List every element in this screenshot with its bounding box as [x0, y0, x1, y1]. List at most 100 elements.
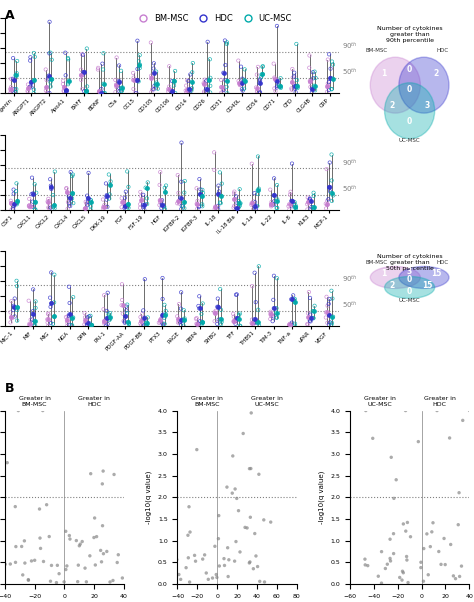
Point	[60, 82, 68, 92]
Point	[184, 76, 192, 85]
Point	[137, 320, 145, 330]
Point	[43, 82, 51, 92]
Point	[247, 200, 255, 209]
Point	[325, 49, 333, 59]
Point	[63, 87, 70, 97]
Point	[216, 197, 224, 207]
Point	[102, 179, 110, 188]
Point	[271, 73, 278, 82]
Point	[69, 170, 77, 179]
Point	[206, 54, 214, 64]
Point	[7, 318, 14, 327]
Point	[237, 78, 245, 88]
Point	[64, 79, 72, 89]
Point	[137, 317, 145, 326]
Point	[179, 202, 187, 211]
Point	[83, 86, 91, 96]
Text: 1: 1	[381, 69, 386, 78]
Point	[29, 197, 36, 206]
Point	[99, 64, 107, 74]
Point	[154, 84, 162, 93]
Point	[137, 317, 145, 326]
Point	[12, 87, 19, 97]
Point	[44, 318, 51, 327]
Point	[115, 61, 123, 70]
Point	[218, 191, 225, 200]
Point	[162, 187, 169, 197]
Point	[310, 82, 318, 92]
Point	[236, 80, 244, 90]
Point	[193, 319, 201, 329]
Point	[291, 81, 299, 91]
Point	[159, 310, 166, 320]
Point	[29, 318, 37, 328]
Point	[328, 84, 335, 94]
Point	[121, 202, 129, 211]
Point	[111, 75, 119, 85]
Point	[327, 73, 334, 82]
Point	[48, 75, 56, 84]
Point	[82, 203, 90, 213]
Point	[199, 299, 207, 308]
Text: Number of cytokines
greater than
50th percentile: Number of cytokines greater than 50th pe…	[377, 254, 442, 271]
Point	[64, 204, 72, 214]
Point	[199, 317, 207, 327]
Point	[237, 199, 244, 208]
Point	[82, 315, 90, 324]
Point	[68, 321, 75, 330]
Point	[43, 500, 50, 509]
Point	[99, 59, 106, 69]
Point	[188, 85, 195, 95]
Point	[241, 75, 248, 85]
Point	[306, 78, 314, 87]
Point	[267, 308, 274, 318]
Point	[310, 306, 318, 316]
Point	[101, 202, 109, 212]
Point	[85, 168, 92, 178]
Point	[64, 78, 72, 87]
Point	[178, 315, 185, 325]
Point	[82, 87, 90, 96]
Point	[216, 167, 224, 177]
Point	[46, 49, 53, 58]
Point	[26, 194, 33, 203]
Point	[235, 196, 243, 206]
Point	[236, 309, 244, 318]
Point	[223, 37, 231, 47]
Point	[171, 76, 178, 86]
Point	[230, 201, 238, 211]
Point	[289, 294, 296, 304]
Point	[201, 550, 209, 560]
Point	[211, 317, 219, 326]
Point	[211, 308, 219, 318]
Point	[252, 551, 260, 561]
Point	[8, 199, 16, 208]
Point	[323, 82, 331, 92]
Point	[29, 188, 36, 198]
Point	[201, 79, 208, 88]
Point	[311, 67, 319, 76]
Point	[83, 320, 91, 330]
Point	[51, 167, 59, 176]
Point	[288, 85, 296, 95]
Point	[161, 319, 168, 329]
Point	[213, 302, 221, 312]
Point	[170, 76, 178, 85]
Text: 3: 3	[425, 101, 430, 110]
Point	[466, 406, 474, 415]
Point	[165, 61, 173, 71]
Point	[91, 513, 99, 523]
Point	[50, 312, 58, 321]
Point	[103, 314, 110, 323]
Point	[118, 83, 126, 93]
Point	[68, 314, 75, 323]
Point	[251, 197, 259, 207]
Point	[140, 200, 148, 209]
Point	[32, 188, 40, 197]
Point	[403, 555, 410, 565]
Point	[194, 319, 201, 329]
Point	[47, 82, 55, 92]
Point	[25, 201, 33, 211]
Point	[292, 202, 300, 212]
Point	[175, 196, 182, 206]
